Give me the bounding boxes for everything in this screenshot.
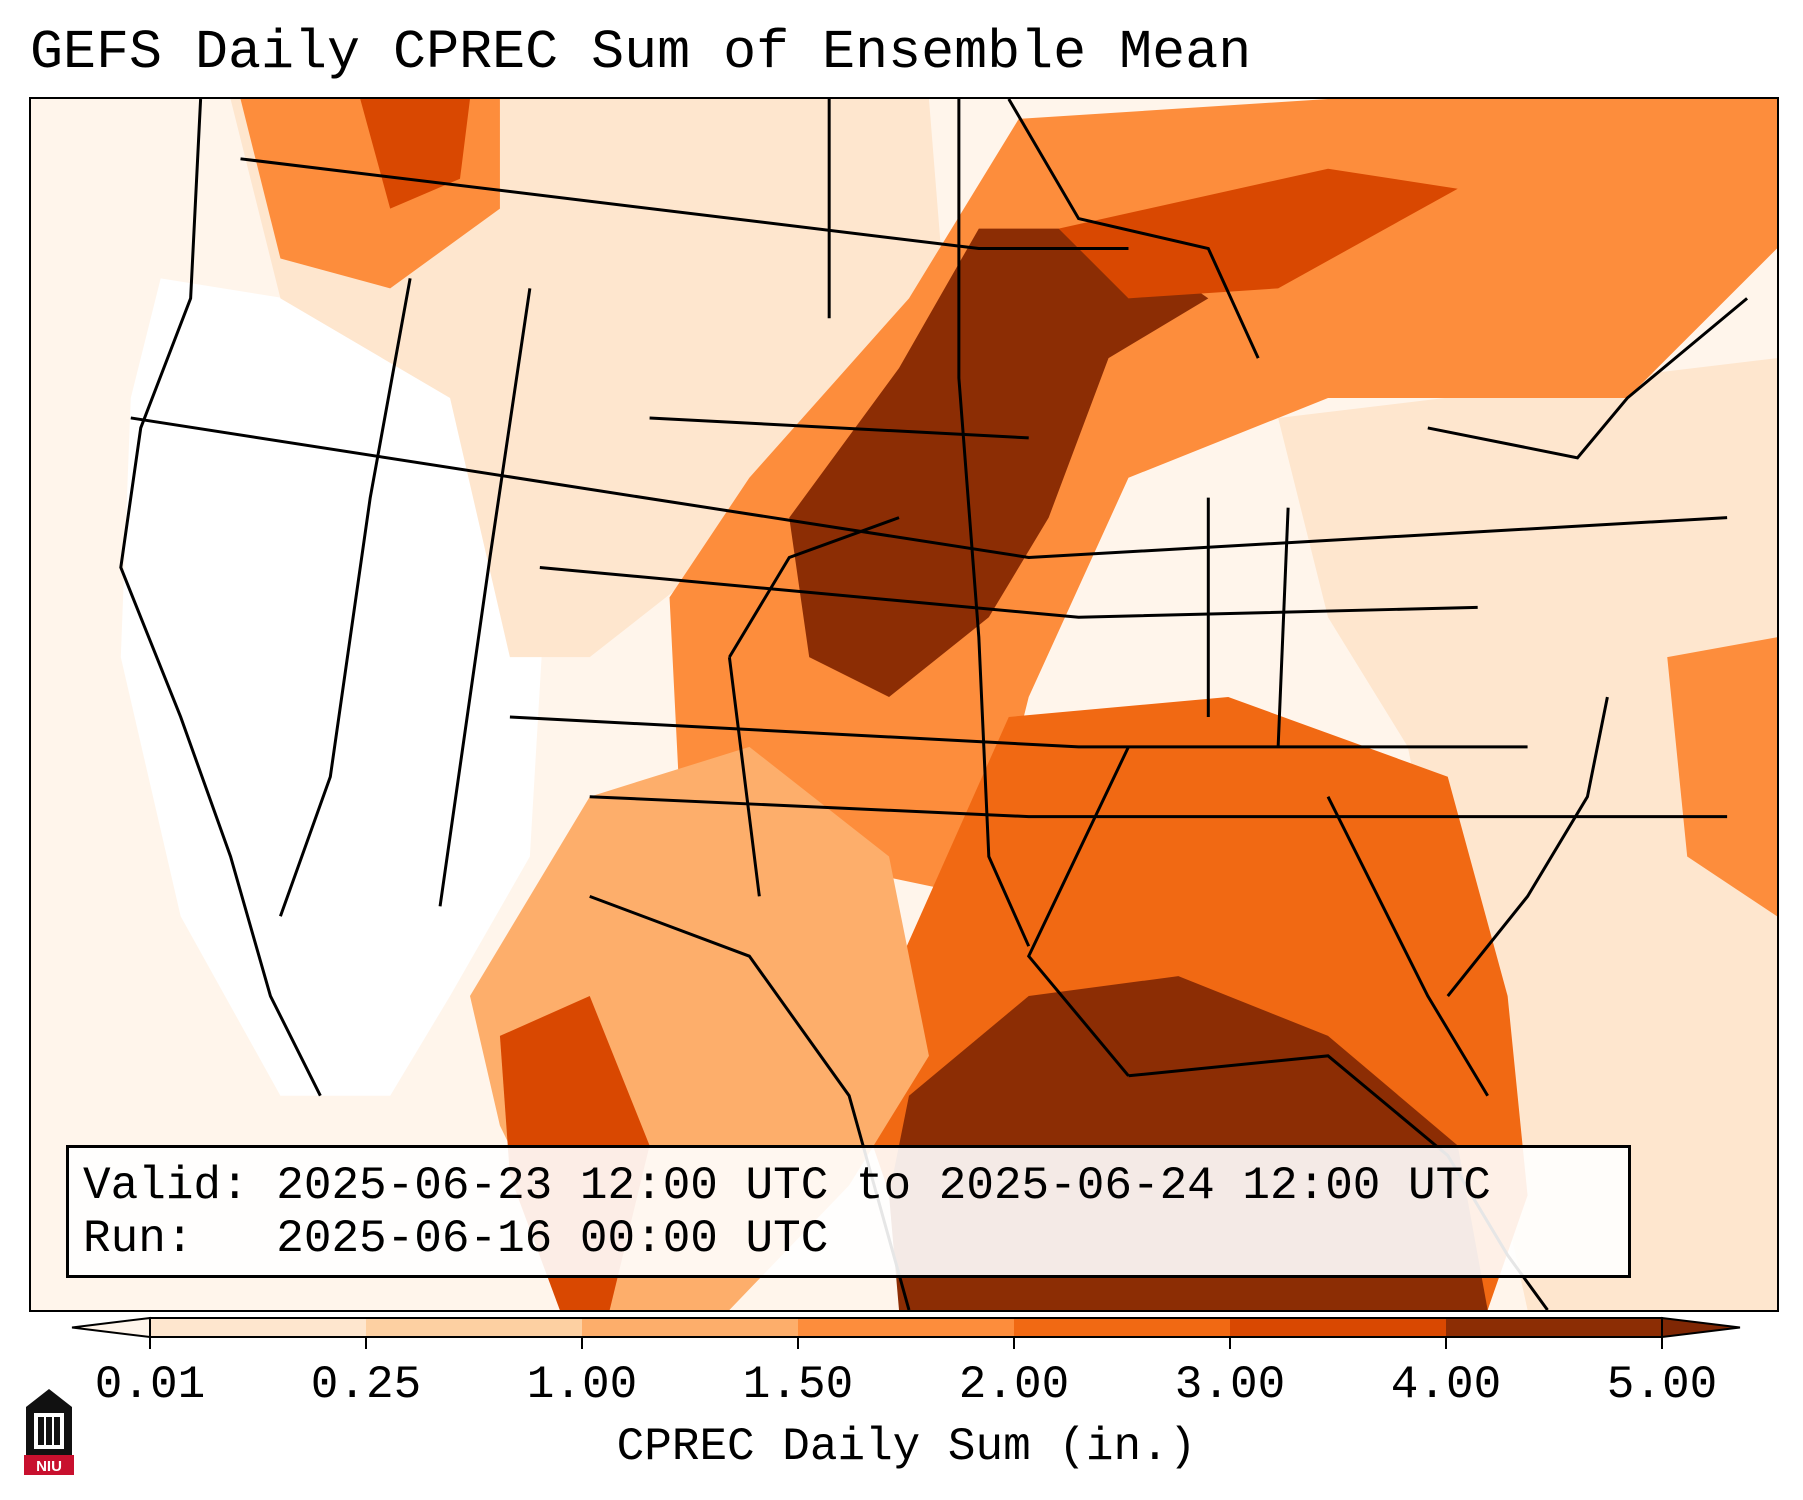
valid-time-text: Valid: 2025-06-23 12:00 UTC to 2025-06-2… bbox=[83, 1160, 1491, 1212]
colorbar-under-extension bbox=[71, 1316, 151, 1339]
colorbar-segment bbox=[582, 1318, 798, 1337]
niu-logo-text: NIU bbox=[36, 1458, 62, 1475]
map-panel bbox=[29, 97, 1779, 1312]
valid-run-info-box: Valid: 2025-06-23 12:00 UTC to 2025-06-2… bbox=[66, 1145, 1631, 1278]
colorbar-tick-label: 4.00 bbox=[1390, 1359, 1502, 1411]
colorbar-segment bbox=[1446, 1318, 1662, 1337]
niu-logo: NIU bbox=[24, 1389, 74, 1475]
colorbar-segment bbox=[1014, 1318, 1230, 1337]
colorbar-segment bbox=[366, 1318, 582, 1337]
colorbar-label: CPREC Daily Sum (in.) bbox=[616, 1421, 1197, 1473]
colorbar-tick-label: 1.00 bbox=[526, 1359, 638, 1411]
colorbar-tick-label: 1.50 bbox=[742, 1359, 854, 1411]
colorbar-tick-label: 3.00 bbox=[1174, 1359, 1286, 1411]
precip-field-atlantic bbox=[1667, 637, 1777, 917]
map-title: GEFS Daily CPREC Sum of Ensemble Mean bbox=[30, 21, 1252, 84]
colorbar-tick-label: 0.01 bbox=[94, 1359, 206, 1411]
run-time-text: Run: 2025-06-16 00:00 UTC bbox=[83, 1213, 829, 1265]
colorbar-over-extension bbox=[1661, 1316, 1741, 1339]
colorbar-tick-label: 2.00 bbox=[958, 1359, 1070, 1411]
colorbar-outline bbox=[149, 1317, 1663, 1338]
colorbar-segment bbox=[150, 1318, 366, 1337]
colorbar-segment bbox=[1230, 1318, 1446, 1337]
colorbar-segment bbox=[798, 1318, 1014, 1337]
colorbar-tick-label: 5.00 bbox=[1606, 1359, 1718, 1411]
precip-field-midwest-core bbox=[789, 228, 1209, 698]
precip-field-light-east bbox=[1278, 358, 1777, 1310]
precipitation-map bbox=[31, 99, 1777, 1310]
colorbar-tick-label: 0.25 bbox=[310, 1359, 422, 1411]
